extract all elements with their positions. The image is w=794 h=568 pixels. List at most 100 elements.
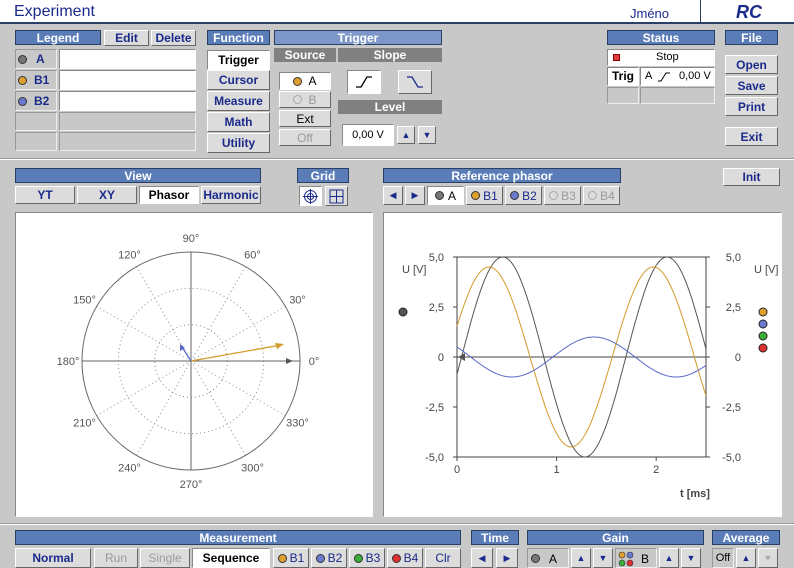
channel-dot-icon: [434, 191, 444, 200]
channel-dot-icon: [293, 76, 303, 86]
sequence-button[interactable]: Sequence: [192, 548, 270, 568]
single-button[interactable]: Single: [140, 548, 190, 568]
gain-header: Gain: [527, 530, 704, 545]
meas-b3-button[interactable]: B3: [349, 548, 385, 568]
gain-a-down-arrow-icon[interactable]: ▼: [593, 548, 613, 568]
function-cursor-button[interactable]: Cursor: [207, 70, 270, 90]
view-phasor-tab[interactable]: Phasor: [139, 186, 199, 204]
channel-dot-icon: [18, 55, 27, 64]
grid-spoke: [96, 306, 192, 362]
time-header: Time: [471, 530, 519, 545]
channel-dot-icon: [758, 307, 768, 317]
source-off-button[interactable]: Off: [279, 129, 331, 146]
ref-prev-arrow-icon[interactable]: ◀: [383, 186, 403, 205]
time-prev-arrow-icon[interactable]: ◀: [471, 548, 493, 568]
y-axis-unit-left: U [V]: [402, 264, 426, 276]
slope-falling-button[interactable]: [398, 70, 432, 94]
function-utility-button[interactable]: Utility: [207, 133, 270, 153]
ref-b2-button[interactable]: B2: [505, 186, 542, 205]
ref-a-button[interactable]: A: [427, 186, 464, 205]
legend-edit-button[interactable]: Edit: [104, 30, 149, 46]
view-xy-tab[interactable]: XY: [77, 186, 137, 204]
legend-empty-cell: [59, 112, 196, 131]
gain-a-up-arrow-icon[interactable]: ▲: [571, 548, 591, 568]
save-button[interactable]: Save: [725, 76, 778, 95]
title-bar: Experiment Jméno RC: [0, 0, 794, 24]
ref-b3-button[interactable]: B3: [544, 186, 581, 205]
reference-phasor-header: Reference phasor: [383, 168, 621, 183]
channel-dot-icon: [758, 319, 768, 329]
run-button[interactable]: Run: [94, 548, 138, 568]
print-button[interactable]: Print: [725, 97, 778, 116]
function-measure-button[interactable]: Measure: [207, 91, 270, 111]
y-axis-unit-right: U [V]: [754, 264, 778, 276]
multi-channel-dots-icon: [618, 551, 634, 567]
trigger-header: Trigger: [274, 30, 442, 45]
y-axis-label-right: U [V]: [754, 264, 778, 276]
trigger-marker-icon: [458, 353, 465, 361]
ref-label: B1: [483, 188, 498, 203]
exit-button[interactable]: Exit: [725, 127, 778, 146]
section-divider: [0, 158, 794, 160]
average-down-arrow-icon[interactable]: ▼: [758, 548, 778, 568]
legend-text-b2[interactable]: [59, 91, 196, 111]
ref-b4-button[interactable]: B4: [583, 186, 620, 205]
source-a-button[interactable]: A: [279, 72, 331, 90]
source-header: Source: [274, 48, 336, 62]
trig-level: 0,00 V: [679, 70, 711, 82]
channel-dot-icon: [293, 95, 303, 104]
average-header: Average: [712, 530, 780, 545]
open-button[interactable]: Open: [725, 55, 778, 74]
phasor-b1-arrow: [190, 344, 282, 362]
legend-text-b1[interactable]: [59, 70, 196, 90]
phasor-panel: 90° 60° 30° 0° 330° 300° 270° 240° 210° 180° 150° 1…: [15, 212, 373, 517]
grid-polar-button[interactable]: [299, 186, 322, 206]
x-axis-label: t [ms]: [680, 488, 710, 500]
source-label: B: [308, 92, 317, 107]
angle-label: 330°: [286, 418, 309, 430]
gain-b-down-arrow-icon[interactable]: ▼: [681, 548, 701, 568]
level-field[interactable]: 0,00 V: [342, 124, 394, 146]
legend-header: Legend: [15, 30, 101, 45]
y-tick-label: 0: [438, 352, 444, 364]
status-empty-cell: [607, 87, 639, 104]
source-b-button[interactable]: B: [279, 91, 331, 108]
normal-button[interactable]: Normal: [15, 548, 91, 568]
y-tick-label: 0: [735, 352, 741, 364]
time-next-arrow-icon[interactable]: ▶: [496, 548, 518, 568]
meas-b2-button[interactable]: B2: [311, 548, 347, 568]
series-line: [456, 336, 707, 378]
gain-b-label: B: [641, 552, 650, 566]
legend-empty-cell: [15, 112, 57, 131]
meas-b4-button[interactable]: B4: [387, 548, 423, 568]
legend-label: A: [36, 52, 45, 66]
gain-b-up-arrow-icon[interactable]: ▲: [659, 548, 679, 568]
slope-rising-button[interactable]: [347, 70, 381, 94]
left-channel-dot-icon: [398, 307, 408, 317]
init-button[interactable]: Init: [723, 168, 780, 186]
x-tick-label: 0: [454, 464, 460, 476]
x-tick-label: 2: [653, 464, 659, 476]
legend-delete-button[interactable]: Delete: [151, 30, 196, 46]
legend-text-a[interactable]: [59, 49, 196, 69]
level-up-arrow-icon[interactable]: ▲: [397, 126, 415, 144]
function-math-button[interactable]: Math: [207, 112, 270, 132]
legend-row-a: A: [15, 49, 57, 69]
phasor-b1-arrowhead: [275, 343, 284, 349]
function-trigger-button[interactable]: Trigger: [207, 50, 270, 70]
ref-next-arrow-icon[interactable]: ▶: [405, 186, 425, 205]
level-down-arrow-icon[interactable]: ▼: [418, 126, 436, 144]
angle-labels: 90° 60° 30° 0° 330° 300° 270° 240° 210° 180° 150° 1…: [57, 233, 320, 491]
angle-label: 270°: [180, 479, 203, 491]
ref-b1-button[interactable]: B1: [466, 186, 503, 205]
source-ext-button[interactable]: Ext: [279, 110, 331, 127]
angle-label: 60°: [244, 249, 261, 261]
gain-b-cell: B: [615, 548, 657, 568]
clear-button[interactable]: Clr: [425, 548, 461, 568]
channel-dot-icon: [510, 191, 520, 200]
view-yt-tab[interactable]: YT: [15, 186, 75, 204]
view-harmonic-tab[interactable]: Harmonic: [201, 186, 261, 204]
meas-b1-button[interactable]: B1: [273, 548, 309, 568]
average-up-arrow-icon[interactable]: ▲: [736, 548, 756, 568]
grid-cartesian-button[interactable]: [325, 186, 348, 206]
